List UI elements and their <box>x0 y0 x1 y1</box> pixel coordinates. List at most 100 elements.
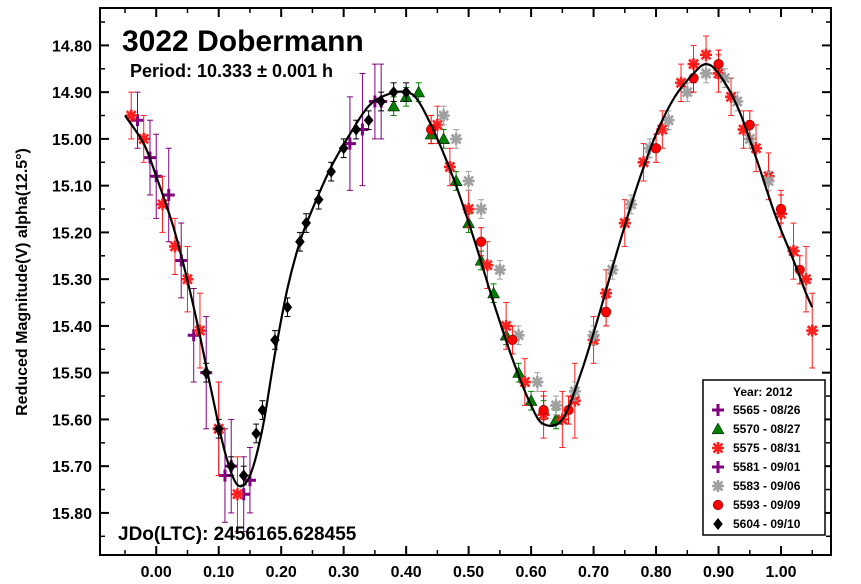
y-tick-label: 15.60 <box>52 412 92 429</box>
x-tick-label: 0.50 <box>453 564 484 581</box>
data-point-circle <box>507 334 518 346</box>
x-tick-label: 0.00 <box>141 564 172 581</box>
legend-entry: 5583 - 09/06 <box>712 479 801 493</box>
data-point-plus <box>712 404 724 416</box>
legend-label: 5570 - 08/27 <box>733 422 801 436</box>
data-point-asterisk <box>493 263 506 276</box>
x-tick-label: 0.60 <box>516 564 547 581</box>
y-tick-label: 15.00 <box>52 132 92 149</box>
data-point-asterisk <box>475 203 488 216</box>
data-point-asterisk <box>462 203 475 216</box>
data-point-asterisk <box>500 319 513 332</box>
x-tick-label: 0.70 <box>578 564 609 581</box>
data-point-asterisk <box>156 198 169 211</box>
data-point-asterisk <box>662 114 675 127</box>
data-point-asterisk <box>531 376 544 389</box>
data-point-asterisk <box>787 245 800 258</box>
data-point-asterisk <box>637 156 650 169</box>
data-point-asterisk <box>762 174 775 187</box>
legend-label: 5575 - 08/31 <box>733 441 801 455</box>
y-tick-label: 15.80 <box>52 506 92 523</box>
data-point-asterisk <box>437 109 450 122</box>
data-point-asterisk <box>750 142 763 155</box>
y-tick-label: 15.40 <box>52 319 92 336</box>
data-point-asterisk <box>700 67 713 80</box>
y-tick-label: 15.10 <box>52 179 92 196</box>
data-point-asterisk <box>712 442 724 454</box>
data-point-asterisk <box>718 72 731 85</box>
data-point-asterisk <box>481 259 494 272</box>
data-point-triangle <box>437 132 451 144</box>
data-point-asterisk <box>675 76 688 89</box>
data-point-triangle <box>711 422 725 435</box>
data-point-asterisk <box>806 324 819 337</box>
y-tick-label: 15.50 <box>52 366 92 383</box>
x-tick-label: 0.40 <box>391 564 422 581</box>
data-point-diamond <box>238 469 249 482</box>
legend-box <box>702 379 826 536</box>
data-point-triangle <box>412 85 426 98</box>
legend-label: 5593 - 09/09 <box>733 498 801 512</box>
data-point-circle <box>600 306 612 317</box>
data-point-diamond <box>201 366 212 379</box>
data-point-asterisk <box>462 174 475 187</box>
legend: Year: 2012 5565 - 08/26 5570 - 08/27 5575 … <box>702 379 826 536</box>
legend-entry: 5570 - 08/27 <box>711 422 801 436</box>
y-axis-label: Reduced Magnitude(V) alpha(12.5°) <box>14 148 31 416</box>
y-tick-label: 15.20 <box>52 225 92 242</box>
data-point-plus <box>131 114 144 127</box>
data-point-asterisk <box>656 123 669 136</box>
data-point-asterisk <box>125 109 138 122</box>
data-point-asterisk <box>725 90 738 103</box>
data-point-asterisk <box>193 324 206 337</box>
legend-label: 5565 - 08/26 <box>733 403 801 417</box>
chart-title: 3022 Dobermann <box>122 25 364 58</box>
data-point-circle <box>712 499 724 511</box>
data-point-triangle <box>387 99 401 112</box>
data-point-circle <box>538 404 549 416</box>
legend-entry: 5565 - 08/26 <box>712 403 801 417</box>
data-point-plus <box>187 329 200 342</box>
series-group <box>426 49 805 425</box>
data-point-asterisk <box>168 240 181 253</box>
data-point-asterisk <box>681 86 694 99</box>
x-tick-label: 0.90 <box>703 564 734 581</box>
data-point-asterisk <box>231 488 244 501</box>
epoch-annotation: JDo(LTC): 2456165.628455 <box>118 524 357 545</box>
data-point-asterisk <box>731 95 744 108</box>
data-point-asterisk <box>737 123 750 136</box>
data-point-asterisk <box>450 132 463 145</box>
data-point-plus <box>343 137 356 150</box>
legend-entry: 5593 - 09/09 <box>712 498 801 512</box>
data-point-diamond <box>363 114 374 127</box>
data-point-diamond <box>713 518 723 530</box>
data-point-diamond <box>251 427 261 440</box>
data-point-asterisk <box>712 480 724 492</box>
data-point-diamond <box>338 142 349 155</box>
legend-entry: 5575 - 08/31 <box>712 441 801 455</box>
y-axis: 14.80 14.90 15.00 15.10 15.20 15.30 15.40 15.50… <box>52 21 831 538</box>
fit-curve <box>124 63 814 488</box>
x-axis: 0.00 0.10 0.20 0.30 0.40 0.50 0.60 0.70 0.80 0.90… <box>124 8 814 581</box>
data-point-asterisk <box>518 376 531 389</box>
data-point-circle <box>775 203 787 215</box>
data-point-asterisk <box>700 48 713 61</box>
data-point-asterisk <box>431 118 444 131</box>
legend-label: 5581 - 09/01 <box>733 460 801 474</box>
data-point-asterisk <box>137 132 150 145</box>
x-tick-label: 0.20 <box>266 564 297 581</box>
x-tick-label: 0.80 <box>640 564 671 581</box>
legend-label: 5604 - 09/10 <box>733 517 801 531</box>
data-point-asterisk <box>800 273 813 286</box>
legend-entry: 5604 - 09/10 <box>713 517 801 531</box>
x-tick-label: 0.30 <box>328 564 359 581</box>
data-point-circle <box>476 236 487 247</box>
data-point-diamond <box>226 460 237 473</box>
legend-label: 5583 - 09/06 <box>733 479 801 493</box>
data-point-asterisk <box>550 399 563 412</box>
y-tick-label: 14.90 <box>52 85 92 102</box>
legend-entry: 5581 - 09/01 <box>712 460 801 474</box>
data-point-plus <box>712 461 724 473</box>
x-tick-label: 1.00 <box>765 564 796 581</box>
